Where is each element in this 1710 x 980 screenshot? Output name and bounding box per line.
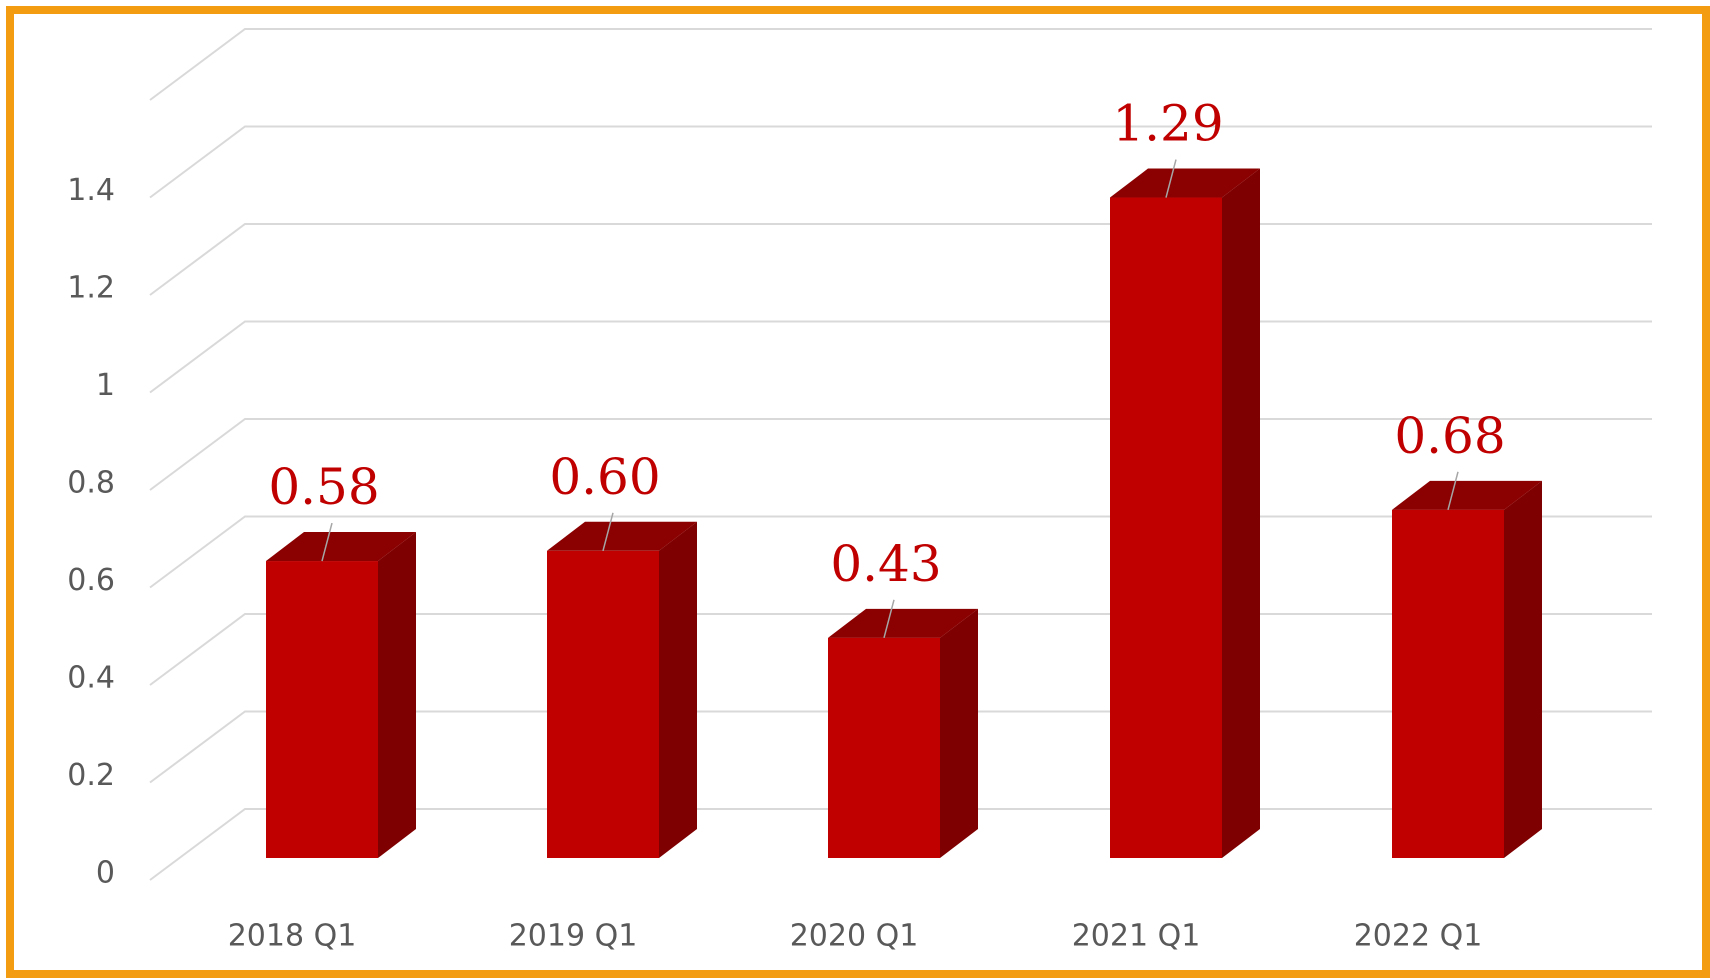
data-label: 0.60 xyxy=(549,448,660,506)
bar-side xyxy=(940,608,978,858)
bar xyxy=(547,550,659,858)
x-tick-label: 2018 Q1 xyxy=(228,919,357,954)
leader-line xyxy=(1165,159,1177,198)
bar-side xyxy=(378,532,416,858)
bar xyxy=(1110,197,1222,858)
data-label: 1.29 xyxy=(1112,95,1223,153)
bar-side xyxy=(1222,168,1260,858)
data-label: 0.58 xyxy=(268,458,379,516)
leader-line xyxy=(1447,471,1459,511)
leader-line xyxy=(321,522,333,562)
y-tick-label: 1.2 xyxy=(67,271,115,306)
y-tick-label: 0 xyxy=(96,856,115,891)
bar-top xyxy=(266,532,416,562)
x-tick-label: 2019 Q1 xyxy=(509,919,638,954)
y-tick-label: 1.4 xyxy=(67,173,115,208)
x-tick-label: 2020 Q1 xyxy=(790,919,919,954)
y-tick-label: 0.6 xyxy=(67,563,115,598)
data-label: 0.68 xyxy=(1394,407,1505,465)
data-label: 0.43 xyxy=(830,535,941,593)
x-tick-label: 2022 Q1 xyxy=(1354,919,1483,954)
bar-top xyxy=(547,521,697,551)
grid-line xyxy=(149,125,1652,199)
bar xyxy=(1392,509,1504,858)
bar-side xyxy=(1504,480,1542,858)
leader-line xyxy=(883,599,895,639)
y-tick-label: 1 xyxy=(96,368,115,403)
bar xyxy=(266,561,378,858)
bar-top xyxy=(1392,480,1542,510)
x-tick-label: 2021 Q1 xyxy=(1072,919,1201,954)
y-tick-label: 0.2 xyxy=(67,758,115,793)
y-tick-label: 0.4 xyxy=(67,661,115,696)
bar xyxy=(828,637,940,858)
leader-line xyxy=(602,512,614,551)
bar-top xyxy=(1110,168,1260,198)
grid-line xyxy=(149,28,1652,101)
bar-side xyxy=(659,521,697,858)
y-tick-label: 0.8 xyxy=(67,466,115,501)
bar-top xyxy=(828,608,978,638)
